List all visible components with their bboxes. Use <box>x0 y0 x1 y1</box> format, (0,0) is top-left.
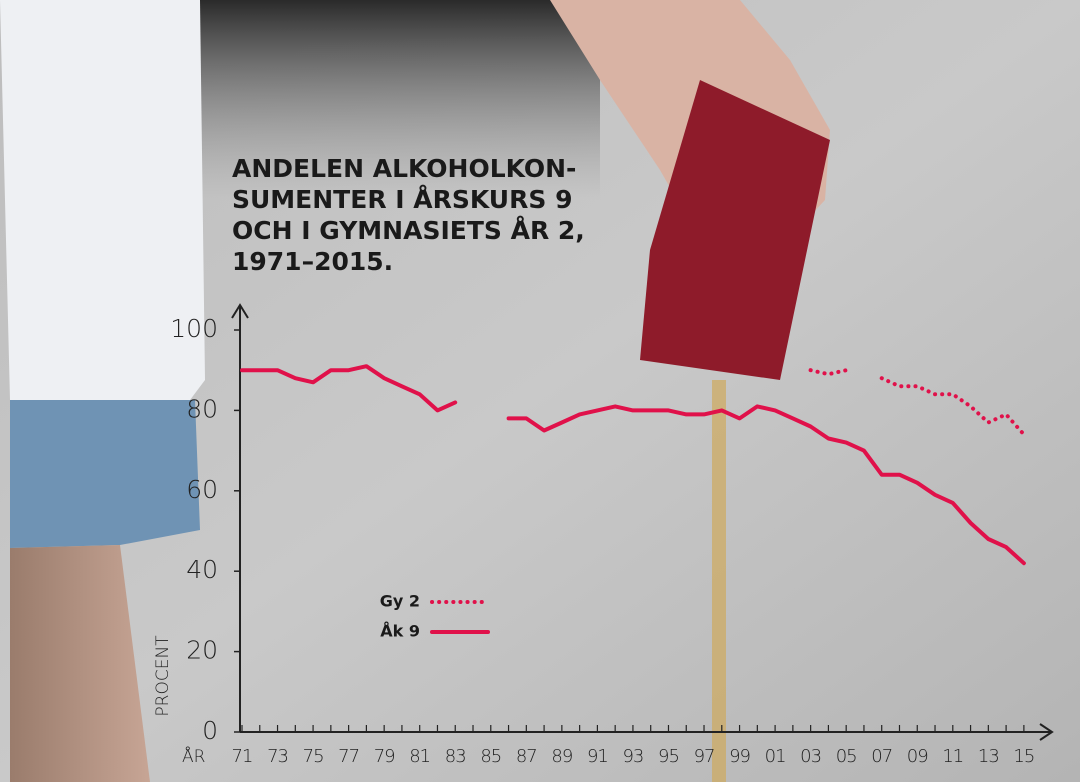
photo-leg <box>10 545 150 782</box>
photo-shorts <box>10 400 200 548</box>
x-tick-label: 89 <box>551 746 572 767</box>
y-axis <box>231 303 249 732</box>
x-tick-label: 93 <box>622 746 643 767</box>
x-tick-label: 01 <box>765 746 786 767</box>
title-line: OCH I GYMNASIETS ÅR 2, <box>232 216 585 245</box>
x-tick-label: 73 <box>267 746 288 767</box>
title-line: ANDELEN ALKOHOLKON- <box>232 154 576 183</box>
x-tick-label: 95 <box>658 746 679 767</box>
legend-label: Gy 2 <box>380 592 420 611</box>
x-tick-label: 83 <box>445 746 466 767</box>
x-tick-label: 99 <box>729 746 750 767</box>
photo-can <box>640 80 830 380</box>
x-tick-label: 75 <box>303 746 324 767</box>
photo-shadow <box>180 0 600 200</box>
x-tick-label: 11 <box>942 746 963 767</box>
series-line <box>808 368 1026 437</box>
y-tick-label: 100 <box>170 314 218 343</box>
photo-shirt <box>0 0 205 400</box>
x-tick-label: 03 <box>800 746 821 767</box>
title-line: 1971–2015. <box>232 247 393 276</box>
x-tick-label: 85 <box>480 746 501 767</box>
photo-beer-stream <box>712 380 726 782</box>
series-line <box>240 364 1026 566</box>
chart-title: ANDELEN ALKOHOLKON-SUMENTER I ÅRSKURS 9O… <box>232 154 585 276</box>
x-tick-label: 13 <box>978 746 999 767</box>
y-tick-label: 60 <box>186 475 218 504</box>
legend-label: Åk 9 <box>380 622 420 641</box>
y-axis-label: PROCENT <box>153 635 173 717</box>
x-tick-label: 77 <box>338 746 359 767</box>
x-tick-label: 09 <box>907 746 928 767</box>
x-tick-label: 05 <box>836 746 857 767</box>
y-tick-label: 40 <box>186 555 218 584</box>
y-tick-label: 0 <box>202 716 218 745</box>
x-tick-label: 87 <box>516 746 537 767</box>
x-tick-label: 81 <box>409 746 430 767</box>
x-tick-label: 79 <box>374 746 395 767</box>
title-line: SUMENTER I ÅRSKURS 9 <box>232 185 572 214</box>
x-axis-label: ÅR <box>182 745 205 767</box>
y-tick-label: 80 <box>186 394 218 423</box>
x-tick-label: 07 <box>871 746 892 767</box>
x-tick-label: 15 <box>1013 746 1034 767</box>
x-tick-label: 97 <box>694 746 715 767</box>
x-tick-label: 71 <box>232 746 253 767</box>
x-tick-label: 91 <box>587 746 608 767</box>
y-tick-label: 20 <box>186 636 218 665</box>
